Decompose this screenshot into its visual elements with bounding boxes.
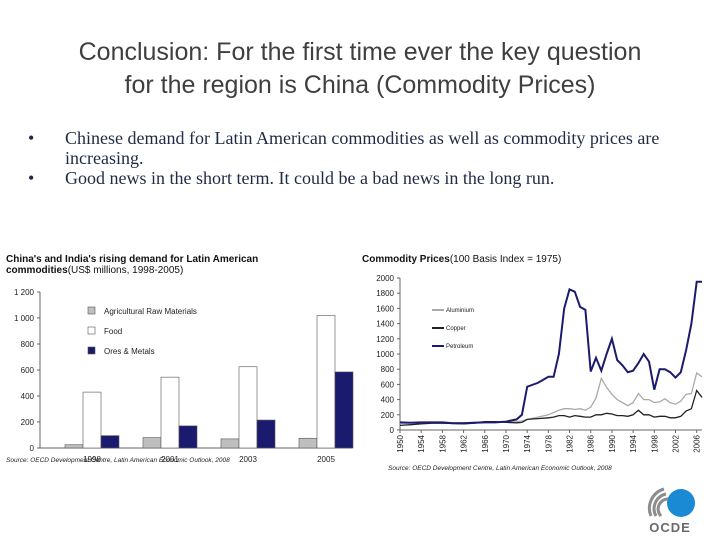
slide-title: Conclusion: For the first time ever the … (0, 36, 720, 102)
x-tick-label: 1950 (396, 434, 405, 452)
y-tick-label: 200 (21, 418, 35, 427)
series-line (399, 280, 702, 425)
x-tick-label: 1978 (544, 434, 553, 452)
x-tick-label: 2006 (693, 434, 702, 452)
chart-source: Source: OECD Development Centre, Latin A… (388, 465, 612, 472)
legend-label: Petroleum (446, 344, 473, 350)
bar (298, 437, 318, 449)
x-tick-label: 2002 (672, 434, 681, 452)
x-tick-label: 1962 (460, 434, 469, 452)
legend-label: Food (104, 327, 122, 336)
x-tick-label: 2003 (239, 455, 257, 464)
bar (64, 444, 84, 449)
bullet-dot-icon: • (28, 128, 35, 148)
legend-swatch (87, 326, 96, 335)
legend-label: Aluminium (446, 308, 474, 314)
logo-arc (652, 492, 667, 517)
bar-chart-subtitle: (US$ millions, 1998-2005) (67, 265, 184, 276)
y-tick-label: 1 200 (14, 288, 35, 297)
line-chart: 0 200 400 600 800 1000 1200 1400 1600 1800 2000 195… (376, 274, 703, 472)
bar-chart-title-line-1: China's and India's rising demand for La… (6, 254, 259, 265)
x-tick-label: 1970 (502, 434, 511, 452)
line-chart-subtitle: (100 Basis Index = 1975) (449, 254, 562, 265)
logo-arc (656, 497, 669, 518)
legend-label: Ores & Metals (104, 347, 155, 356)
bullet-dot-icon: • (28, 168, 35, 188)
bar (256, 419, 276, 449)
slide-title-line-1: Conclusion: For the first time ever the … (78, 38, 642, 66)
legend-swatch (87, 306, 96, 315)
legend-label: Agricultural Raw Materials (104, 307, 197, 316)
x-tick-label: 1986 (587, 434, 596, 452)
y-tick-label: 0 (30, 444, 35, 453)
x-tick-label: 1990 (608, 434, 617, 452)
line-chart-title: Commodity Prices(100 Basis Index = 1975) (362, 254, 561, 265)
bar (100, 435, 120, 449)
oecd-logo (647, 487, 695, 518)
y-tick-label: 800 (21, 340, 35, 349)
bar (82, 391, 102, 449)
y-tick-label: 1 000 (14, 314, 35, 323)
y-tick-label: 1400 (376, 320, 394, 329)
x-tick-label: 2005 (317, 455, 335, 464)
bullet-text: Chinese demand for Latin American commod… (65, 128, 660, 168)
x-tick-label: 1958 (438, 434, 447, 452)
x-tick-label: 1998 (83, 455, 101, 464)
y-tick-label: 200 (381, 411, 395, 420)
legend-swatch (87, 346, 96, 355)
logo-circle (667, 489, 695, 517)
y-tick-label: 1800 (376, 289, 394, 298)
y-tick-label: 0 (390, 426, 395, 435)
bar-chart-title-line-2: commodities(US$ millions, 1998-2005) (6, 265, 258, 276)
bar (238, 366, 258, 449)
bar (178, 425, 198, 449)
chart-source: Source: OECD Development Centre, Latin A… (6, 457, 230, 464)
bar-chart: 0 200 400 600 800 1 000 1 200 1998 2001 2003 2005 A… (6, 288, 354, 464)
x-tick-label: 1998 (650, 434, 659, 452)
y-tick-label: 1600 (376, 304, 394, 313)
y-tick-label: 800 (381, 365, 395, 374)
bullet-text: Good news in the short term. It could be… (65, 168, 555, 188)
bar (316, 315, 336, 449)
x-tick-label: 1994 (629, 434, 638, 452)
y-tick-label: 2000 (376, 274, 394, 283)
oecd-logo-text: OCDE (649, 520, 691, 535)
bullet-list: • Chinese demand for Latin American commo… (28, 128, 698, 188)
x-tick-label: 2001 (161, 455, 179, 464)
bar-chart-title-word: commodities (6, 265, 68, 276)
slide-title-line-2: for the region is China (Commodity Price… (124, 71, 596, 99)
y-tick-label: 400 (381, 396, 395, 405)
bar (334, 371, 354, 449)
line-chart-title-text: Commodity Prices (362, 254, 450, 265)
series-line (399, 389, 703, 427)
x-tick-label: 1954 (417, 434, 426, 452)
y-tick-label: 400 (21, 392, 35, 401)
logo-arc (647, 487, 665, 517)
y-tick-label: 1000 (376, 350, 394, 359)
x-tick-label: 1974 (523, 434, 532, 452)
x-tick-label: 1982 (566, 434, 575, 452)
x-tick-label: 1966 (481, 434, 490, 452)
bar-chart-title: China's and India's rising demand for La… (6, 254, 258, 276)
bullet-item: • Good news in the short term. It could b… (28, 168, 698, 188)
bar (220, 438, 240, 449)
bar (142, 437, 162, 449)
y-tick-label: 600 (21, 366, 35, 375)
y-tick-label: 1200 (376, 335, 394, 344)
bullet-item: • Chinese demand for Latin American commo… (28, 128, 698, 168)
legend-label: Copper (446, 326, 466, 332)
y-tick-label: 600 (381, 380, 395, 389)
bar (160, 376, 180, 449)
